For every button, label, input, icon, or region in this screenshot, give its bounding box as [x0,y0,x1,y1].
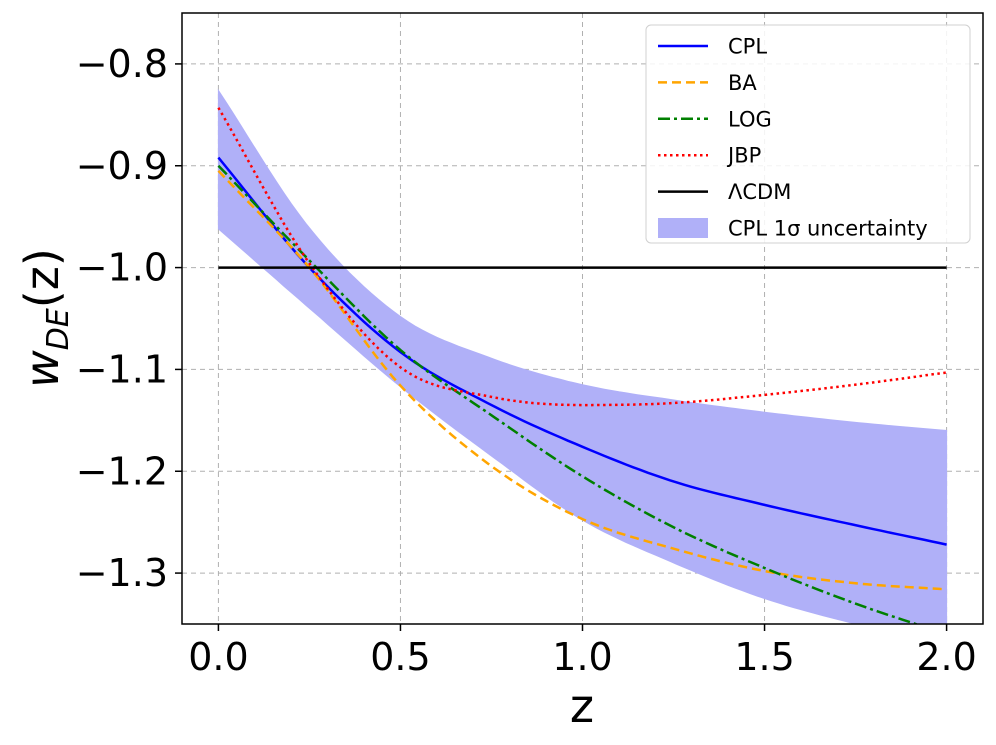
y-tick-label: −1.2 [76,449,168,493]
cpl-uncertainty-band [217,88,948,624]
series-line-ba [217,169,947,591]
legend-swatch [658,218,708,238]
y-tick-label: −1.0 [76,246,168,290]
x-tick-label: 2.0 [916,635,976,679]
legend-label: JBP [726,144,761,168]
y-axis-label: wDE(z) [15,248,76,388]
y-tick-label: −1.1 [76,347,168,391]
y-axis-label-sub: DE [41,308,76,350]
x-tick-label: 0.5 [370,635,430,679]
uncertainty-band-layer [217,88,948,624]
x-tick-label: 1.5 [734,635,794,679]
legend-label: CPL 1σ uncertainty [728,217,928,241]
y-tick-label: −0.9 [76,144,168,188]
y-tick-label: −0.8 [76,42,168,86]
legend: CPL BA LOG JBP ΛCDM CPL 1σ uncertainty [645,24,971,244]
y-axis-label-arg: (z) [15,248,69,308]
ticks: 0.0 0.5 1.0 1.5 2.0 −0.8 −0.9 −1.0 −1.1 −1.2 −1.3 [76,42,977,679]
legend-label: LOG [728,107,772,131]
series-layer [217,107,947,624]
legend-label: BA [728,71,757,95]
series-line-cpl [217,156,947,546]
x-tick-label: 1.0 [552,635,612,679]
y-tick-label: −1.3 [76,551,168,595]
legend-label: ΛCDM [728,180,791,204]
legend-frame [645,24,971,244]
legend-label: CPL [728,35,767,59]
x-axis-label: z [570,679,594,733]
y-axis-label-main: w [15,350,69,388]
series-line-jbp [217,107,947,407]
x-tick-label: 0.0 [188,635,248,679]
